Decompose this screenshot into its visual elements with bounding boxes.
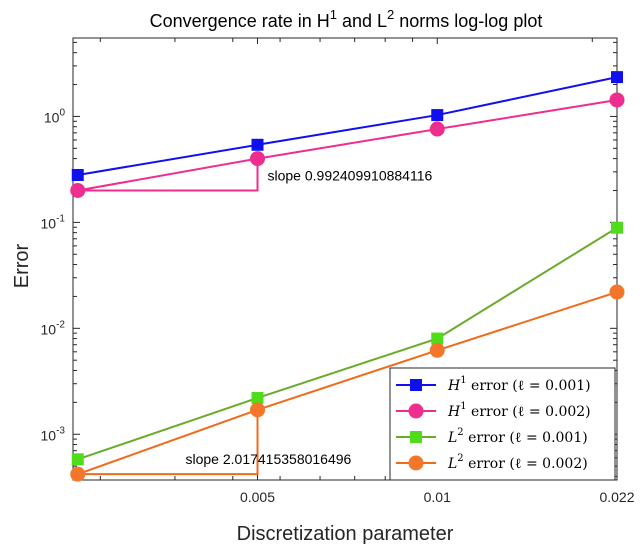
legend-marker: [408, 403, 424, 419]
data-point: [611, 221, 623, 234]
series-line: [77, 76, 618, 176]
series-lines: [70, 71, 625, 482]
legend-box: [389, 367, 616, 481]
y-axis-label: Error: [11, 243, 33, 288]
legend: H1 error (ℓ = 0.001) H1 error (ℓ = 0.002)…: [389, 367, 616, 481]
data-point: [609, 284, 625, 300]
slope-label: slope 2.017415358016496: [186, 451, 352, 467]
x-tick-label: 0.01: [424, 489, 451, 505]
data-point: [251, 391, 264, 404]
x-tick-label: 0.022: [599, 489, 634, 505]
series-line: [77, 98, 618, 192]
data-point: [250, 151, 266, 167]
data-point: [250, 402, 266, 418]
legend-marker: [410, 379, 422, 391]
data-point: [71, 169, 84, 182]
series-line: [77, 226, 618, 461]
slope-triangle: [77, 409, 259, 476]
series-line: [77, 291, 618, 476]
x-axis-label: Discretization parameter: [237, 523, 454, 545]
y-tick-label: 10-1: [41, 213, 66, 231]
slope-label: slope 0.992409910884116: [268, 168, 433, 184]
y-tick-label: 100: [44, 107, 66, 125]
y-tick-label: 10-3: [41, 425, 66, 443]
data-point: [70, 466, 86, 482]
chart-title: Convergence rate in H1 and L2 norms log-…: [150, 7, 543, 31]
legend-label: L2 error (ℓ = 0.001): [447, 427, 588, 446]
data-point: [429, 121, 445, 137]
data-point: [431, 332, 444, 345]
y-tick-label: 10-2: [41, 319, 66, 337]
legend-marker: [408, 455, 424, 471]
data-point: [611, 71, 623, 84]
slope-triangle: [77, 158, 259, 192]
data-point: [429, 342, 445, 358]
data-point: [70, 182, 86, 198]
legend-marker: [410, 431, 422, 443]
legend-label: L2 error (ℓ = 0.002): [447, 453, 588, 472]
data-point: [71, 453, 84, 466]
data-point: [431, 109, 444, 122]
slope-triangles: [77, 158, 259, 476]
x-tick-label: 0.005: [240, 489, 275, 505]
legend-label: H1 error (ℓ = 0.002): [447, 401, 591, 420]
data-point: [251, 138, 264, 151]
slope-labels: slope 0.992409910884116 slope 2.017415358…: [186, 168, 433, 468]
data-point: [609, 92, 625, 108]
legend-label: H1 error (ℓ = 0.001): [447, 375, 591, 394]
axis-ticks: 0.005 0.01 0.022 10-3 10-2 10-1 100: [41, 38, 635, 505]
